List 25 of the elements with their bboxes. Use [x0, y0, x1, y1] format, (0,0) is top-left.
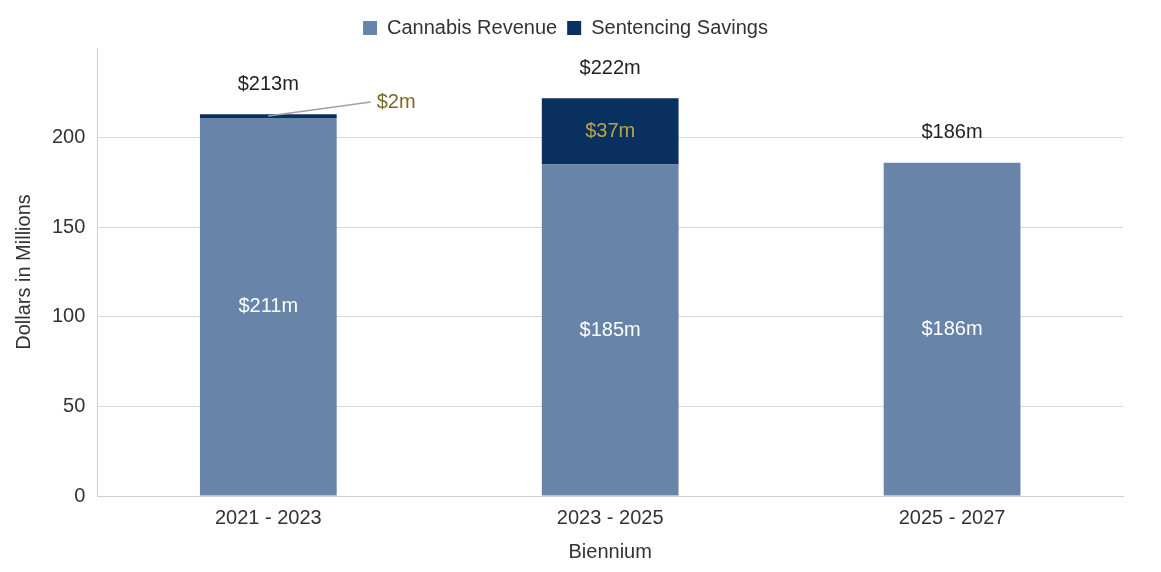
data-label: $185m	[579, 317, 641, 340]
data-label: $2m	[376, 89, 416, 112]
y-tick-label: 50	[63, 393, 86, 416]
legend-label: Cannabis Revenue	[387, 15, 558, 38]
total-label: $222m	[579, 55, 641, 78]
y-tick-label: 100	[51, 304, 86, 327]
x-axis-title: Biennium	[568, 539, 652, 562]
x-tick-label: 2023 - 2025	[556, 505, 664, 528]
y-axis-title: Dollars in Millions	[11, 194, 34, 350]
legend-label: Sentencing Savings	[591, 15, 768, 38]
y-tick-label: 0	[74, 483, 86, 506]
data-label: $211m	[238, 294, 299, 317]
y-tick-label: 150	[51, 214, 86, 237]
data-label: $37m	[585, 118, 636, 141]
bar	[199, 114, 337, 118]
bar	[883, 162, 1021, 496]
bar	[199, 117, 337, 496]
total-label: $186m	[921, 120, 983, 143]
total-label: $213m	[237, 71, 299, 94]
y-tick-label: 200	[51, 125, 86, 148]
x-tick-label: 2025 - 2027	[898, 505, 1006, 528]
bar	[541, 98, 679, 165]
bar	[541, 164, 679, 496]
x-tick-label: 2021 - 2023	[214, 505, 322, 528]
data-label: $186m	[921, 316, 983, 339]
